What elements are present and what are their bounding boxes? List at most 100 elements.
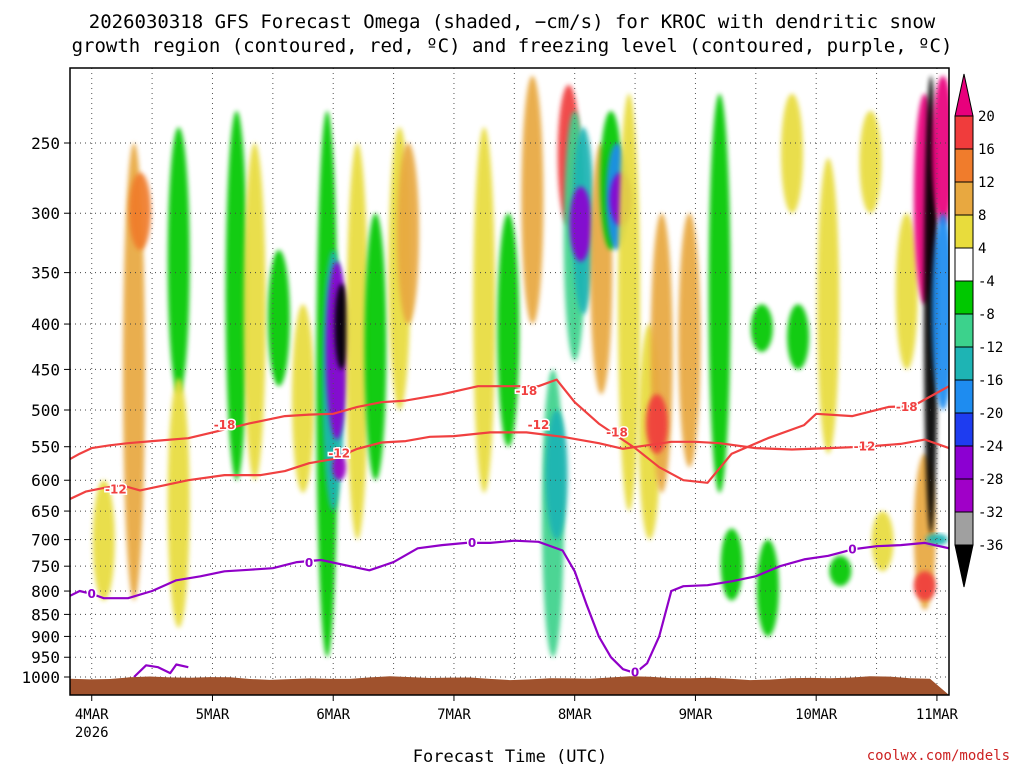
omega-cell — [292, 304, 315, 493]
colorbar-label: -4 — [978, 274, 995, 290]
x-tick-label: 11MAR — [916, 707, 959, 723]
contour-label: -12 — [105, 483, 127, 497]
colorbar-label: 8 — [978, 208, 986, 224]
omega-cell — [167, 377, 190, 628]
x-tick-label: 6MAR — [316, 707, 350, 723]
colorbar-label: 4 — [978, 241, 986, 257]
chart-title-line-2: growth region (contoured, red, ºC) and f… — [72, 35, 953, 57]
colorbar-label: -32 — [978, 505, 1003, 521]
colorbar-arrow-bottom — [954, 544, 974, 588]
colorbar-label: 16 — [978, 142, 995, 158]
y-tick-label: 800 — [31, 582, 60, 601]
omega-cell — [829, 555, 852, 587]
x-tick-sublabel: 2026 — [75, 725, 109, 741]
omega-cell — [720, 528, 743, 601]
y-tick-label: 450 — [31, 360, 60, 379]
omega-cell — [545, 410, 568, 540]
y-tick-label: 1000 — [21, 668, 60, 687]
credit-label: coolwx.com/models — [867, 748, 1010, 764]
contour-label: -12 — [528, 418, 550, 432]
omega-cell — [931, 75, 949, 226]
colorbar-label: 20 — [978, 109, 995, 125]
contour-line — [133, 663, 189, 678]
omega-cell — [931, 213, 949, 410]
colorbar-swatch — [954, 313, 974, 348]
y-tick-label: 650 — [31, 502, 60, 521]
colorbar-label: -16 — [978, 373, 1003, 389]
contour-label: -18 — [606, 425, 628, 439]
omega-cell — [334, 283, 349, 370]
y-tick-label: 700 — [31, 531, 60, 550]
colorbar: 20 16 12 8 4 -4 -8 -12 -16 -20 -24 -28 -32 -36 — [954, 73, 1003, 588]
y-tick-label: 850 — [31, 605, 60, 624]
x-tick-label: 7MAR — [437, 707, 471, 723]
colorbar-label: 12 — [978, 175, 995, 191]
contour-label: 0 — [305, 556, 313, 570]
omega-cell — [346, 143, 369, 540]
y-tick-label: 600 — [31, 471, 60, 490]
colorbar-label: -12 — [978, 340, 1003, 356]
colorbar-label: -36 — [978, 538, 1003, 554]
omega-cell — [92, 480, 115, 601]
omega-cell — [645, 394, 668, 454]
omega-cell — [225, 110, 248, 481]
y-tick-label: 300 — [31, 204, 60, 223]
omega-cell — [756, 539, 779, 637]
colorbar-swatch — [954, 280, 974, 315]
contour-label: -12 — [328, 447, 350, 461]
chart-title-line-1: 2026030318 GFS Forecast Omega (shaded, −… — [89, 11, 936, 33]
omega-cell — [243, 142, 266, 481]
omega-cell — [859, 110, 882, 214]
x-tick-label: 8MAR — [558, 707, 592, 723]
colorbar-label: -28 — [978, 472, 1003, 488]
x-tick-label: 9MAR — [679, 707, 713, 723]
omega-cell — [871, 511, 894, 572]
omega-cell — [708, 93, 731, 493]
contour-label: 0 — [631, 665, 639, 679]
colorbar-swatch — [954, 148, 974, 183]
y-tick-label: 900 — [31, 627, 60, 646]
colorbar-label: -20 — [978, 406, 1003, 422]
omega-cell — [913, 571, 936, 601]
terrain — [70, 676, 949, 695]
x-tick-label: 10MAR — [795, 707, 838, 723]
colorbar-swatch — [954, 478, 974, 513]
colorbar-label: -24 — [978, 439, 1003, 455]
omega-cell — [618, 93, 641, 512]
omega-cell — [895, 213, 918, 370]
contour-label: -18 — [896, 400, 918, 414]
colorbar-swatch — [954, 247, 974, 282]
contour-label: 0 — [848, 542, 856, 556]
x-tick-label: 4MAR — [75, 707, 109, 723]
omega-cell — [332, 453, 347, 481]
colorbar-swatch — [954, 511, 974, 546]
colorbar-swatch — [954, 214, 974, 249]
x-tick-label: 5MAR — [196, 707, 230, 723]
contour-line — [70, 539, 949, 675]
omega-cell — [267, 249, 290, 387]
omega-cell — [397, 143, 420, 325]
y-tick-label: 550 — [31, 438, 60, 457]
y-tick-label: 500 — [31, 401, 60, 420]
omega-cell — [750, 304, 773, 352]
colorbar-swatch — [954, 379, 974, 414]
colorbar-swatch — [954, 115, 974, 150]
contours: -18 -18 -18 -18 -12 -12 -12 -12 0 0 0 0 0 — [70, 378, 949, 681]
y-tick-label: 950 — [31, 648, 60, 667]
omega-cell — [497, 213, 520, 447]
omega-cell — [473, 127, 496, 493]
x-axis: 4MAR 2026 5MAR 6MAR 7MAR 8MAR 9MAR 10MAR 11MAR — [75, 695, 959, 741]
colorbar-swatch — [954, 445, 974, 480]
omega-cell — [781, 93, 804, 214]
colorbar-swatch — [954, 346, 974, 381]
contour-line — [70, 431, 949, 500]
omega-cell — [167, 127, 190, 395]
x-axis-title: Forecast Time (UTC) — [413, 747, 607, 767]
omega-cell — [521, 75, 544, 325]
contour-label: 0 — [468, 536, 476, 550]
y-tick-label: 400 — [31, 315, 60, 334]
contour-label: -18 — [516, 384, 538, 398]
omega-cell — [364, 213, 387, 481]
colorbar-swatch — [954, 181, 974, 216]
